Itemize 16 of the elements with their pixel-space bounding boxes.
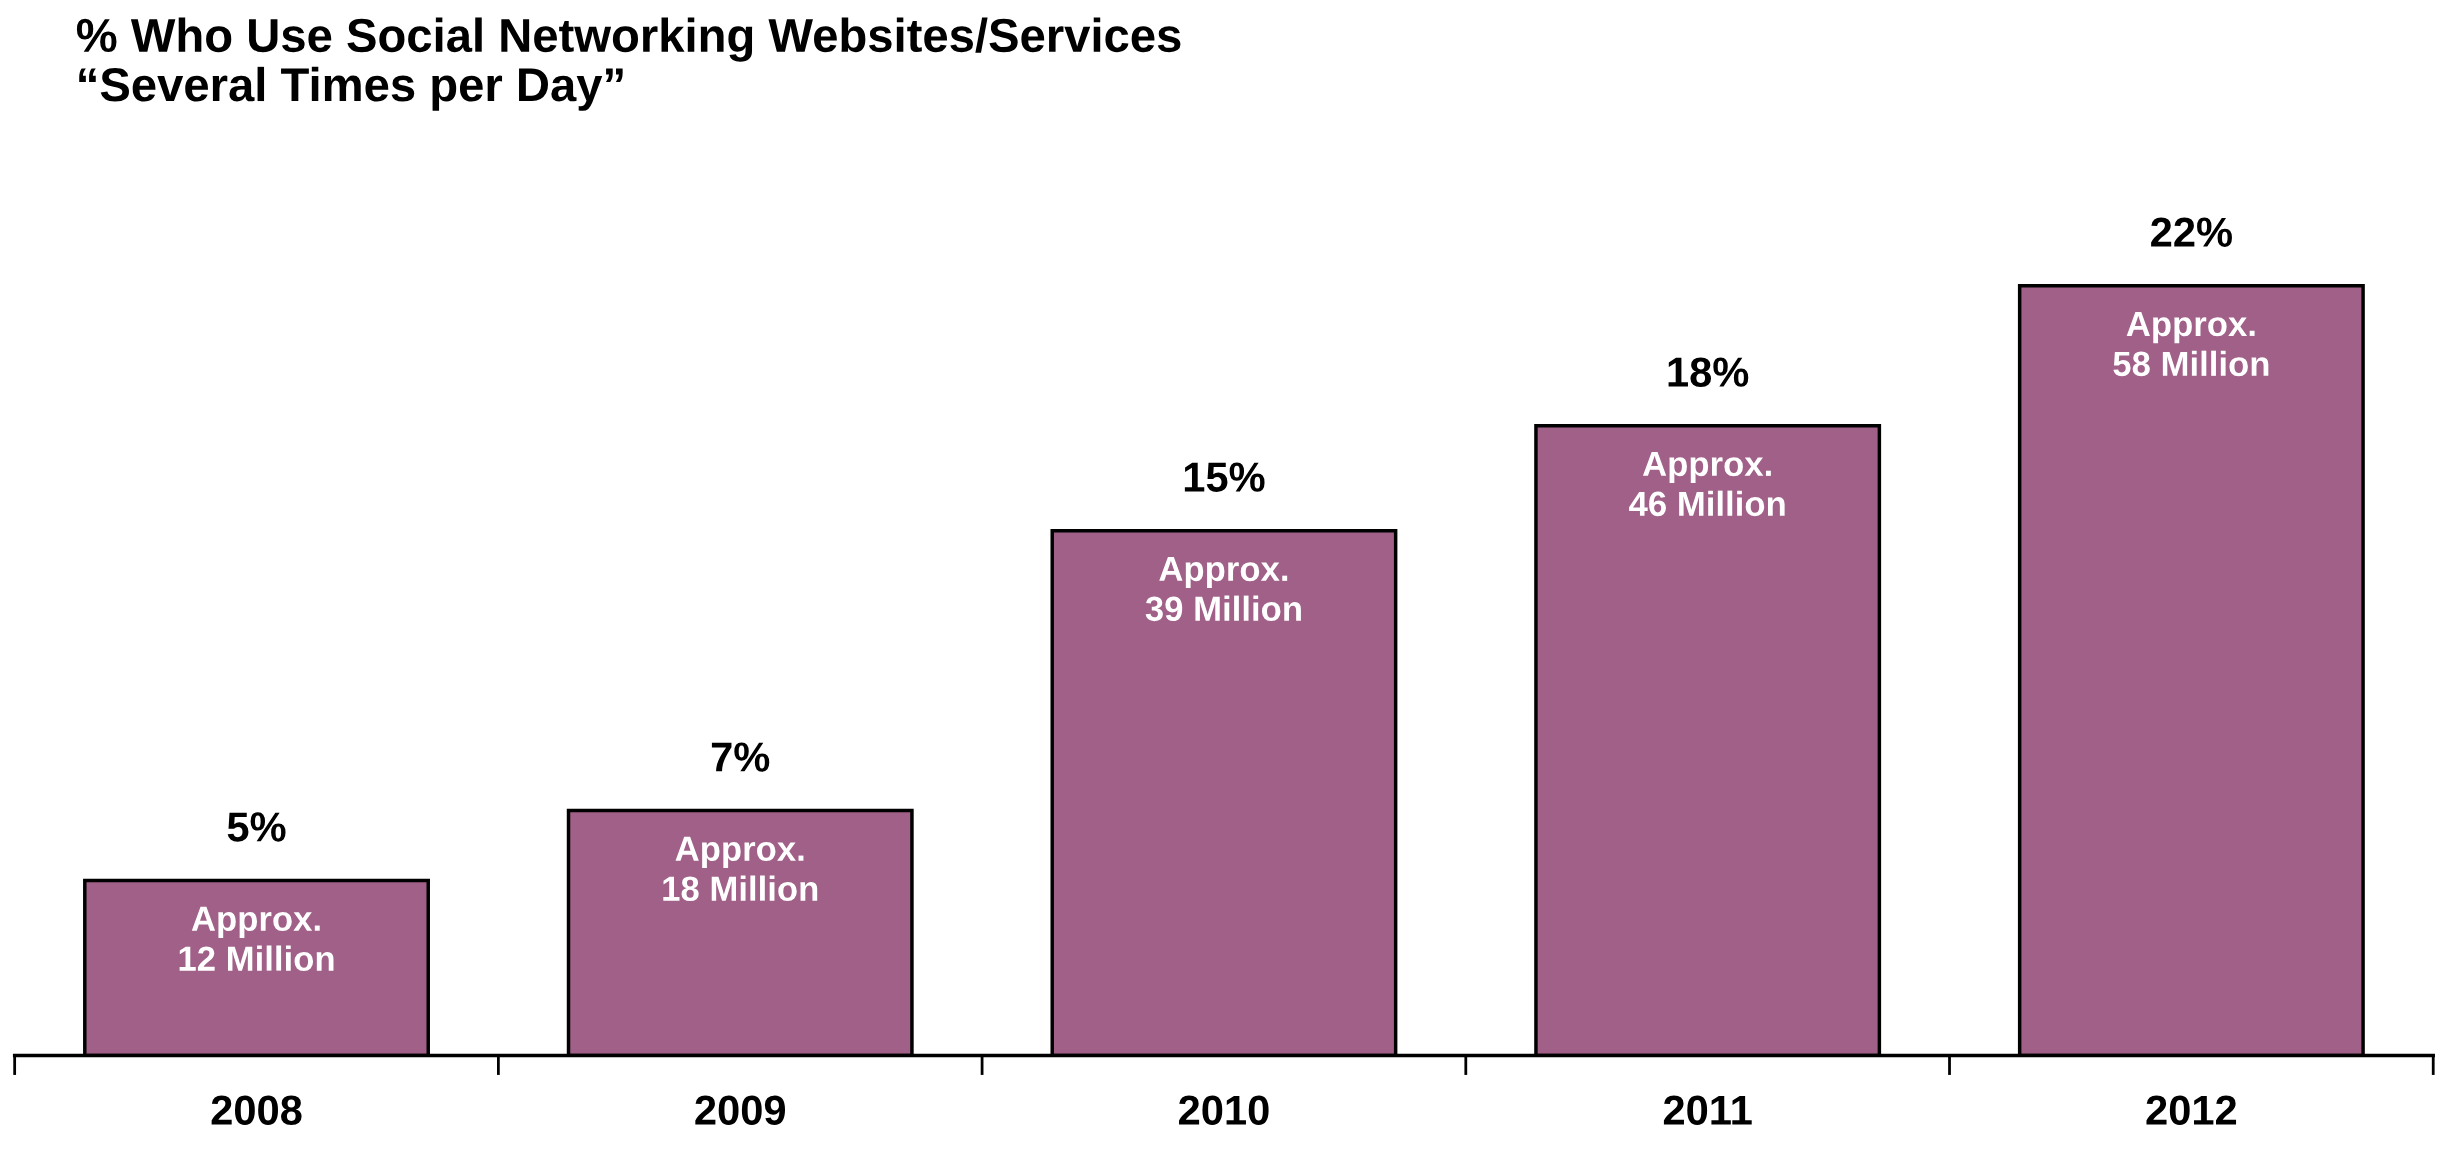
annotation: Approx. 39 Million — [1145, 556, 1301, 622]
annotation: Approx. 18 Million — [663, 836, 818, 901]
data-label: 22% — [2151, 217, 2232, 247]
data-label: 15% — [1184, 462, 1265, 492]
x-tick-label: 2010 — [1179, 1095, 1269, 1125]
annotation: Approx. 46 Million — [1629, 451, 1785, 517]
data-label: 5% — [227, 812, 286, 842]
chart-title: % Who Use Social Networking Websites/Services “Several Times per Day” — [76, 17, 1181, 111]
annotation: Approx. 12 Million — [179, 906, 334, 971]
x-tick-label: 2012 — [2146, 1095, 2237, 1125]
data-label: 18% — [1668, 357, 1749, 387]
x-tick-label: 2009 — [695, 1095, 786, 1125]
x-tick-label: 2008 — [211, 1095, 302, 1125]
data-label: 7% — [711, 742, 770, 772]
annotation: Approx. 58 Million — [2113, 312, 2269, 377]
x-tick-label: 2011 — [1663, 1095, 1752, 1125]
